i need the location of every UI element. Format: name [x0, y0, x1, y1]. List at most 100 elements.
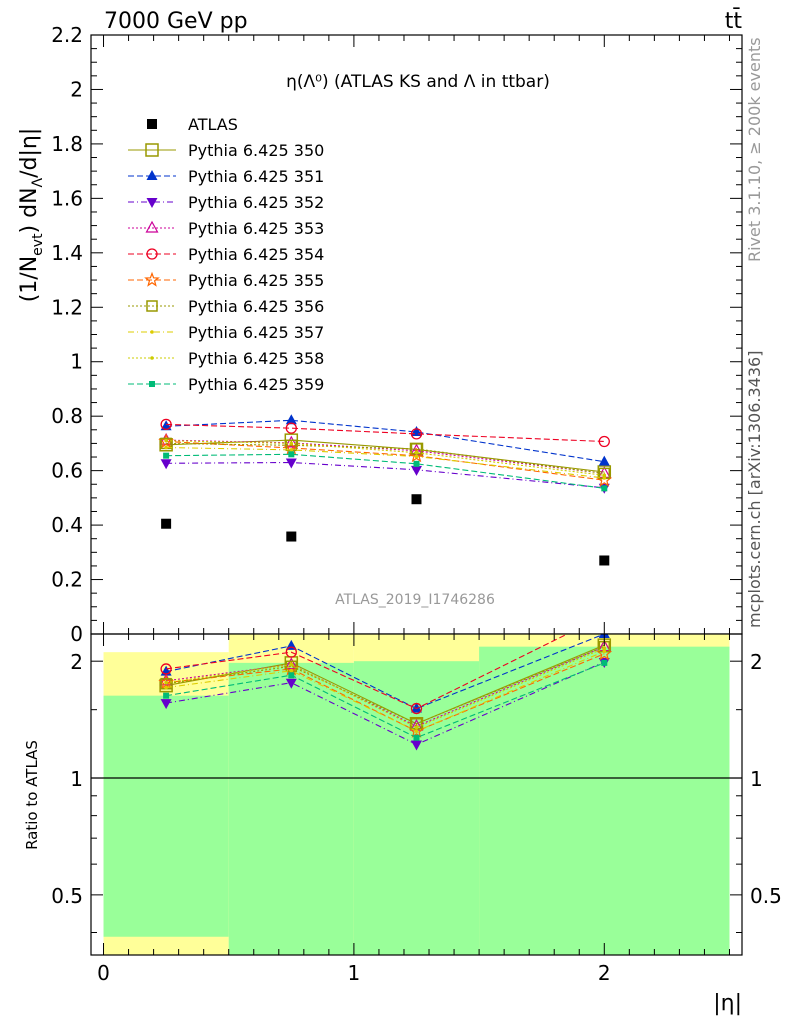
ratio-y-tick-label-right: 2: [750, 650, 763, 674]
legend-marker: [146, 300, 158, 312]
x-tick-label: 0: [97, 961, 110, 985]
ratio-point: [160, 663, 172, 675]
series-atlas: [161, 494, 610, 566]
ratio-point: [599, 611, 609, 621]
legend-entry: ATLAS: [147, 115, 238, 134]
data-point: [161, 518, 172, 529]
legend-label: ATLAS: [188, 115, 238, 134]
data-point: [602, 476, 607, 480]
legend-entry: Pythia 6.425 355: [128, 271, 324, 290]
ratio-point: [288, 672, 295, 679]
y-tick-label: 0: [70, 622, 83, 646]
series-line: [166, 446, 605, 479]
ratio-point: [285, 678, 297, 689]
ratio-y-tick-label: 0.5: [51, 884, 83, 908]
x-tick-label: 1: [348, 961, 361, 985]
series-359: [163, 451, 608, 492]
band-inner: [479, 646, 730, 955]
ratio-line: [165, 634, 605, 710]
data-point: [286, 531, 297, 542]
data-point: [413, 460, 420, 467]
ratio-line: [166, 646, 605, 725]
ratio-frame: [90, 633, 743, 956]
data-point: [602, 473, 607, 478]
data-point: [411, 465, 422, 476]
header-left: 7000 GeV pp: [104, 9, 248, 34]
legend-label: Pythia 6.425 352: [188, 193, 324, 212]
data-point: [289, 448, 294, 452]
ratio-point: [414, 725, 419, 730]
series-line: [166, 423, 605, 443]
series-351: [160, 414, 610, 466]
y-tick-label: 0.2: [51, 568, 83, 592]
ratio-series-357: [164, 649, 607, 734]
y-tick-label: 1.4: [51, 241, 83, 265]
ratio-point: [159, 678, 173, 693]
ratio-series-354: [160, 611, 609, 715]
band-inner: [103, 695, 229, 937]
ratio-point: [413, 734, 420, 741]
legend-marker: [146, 170, 158, 180]
data-point: [288, 451, 295, 458]
data-point: [163, 452, 170, 459]
legend-entry: Pythia 6.425 352: [128, 193, 324, 212]
series-358: [164, 438, 607, 478]
legend-marker: [146, 198, 158, 208]
legend-entry: Pythia 6.425 358: [128, 349, 324, 368]
band-inner: [228, 662, 354, 955]
legend-entry: Pythia 6.425 350: [128, 141, 324, 160]
legend-label: Pythia 6.425 356: [188, 297, 324, 316]
series-352: [160, 458, 610, 494]
data-point: [599, 555, 610, 566]
series-356: [160, 437, 611, 480]
y-tick-label: 0.4: [51, 513, 83, 537]
data-point: [289, 441, 294, 446]
ratio-point: [285, 646, 297, 658]
ratio-line: [166, 644, 605, 725]
ratio-point: [160, 699, 172, 710]
legend: ATLAS Pythia 6.425 350 Pythia 6.425 351 Pyt…: [128, 115, 324, 394]
legend-entry: Pythia 6.425 356: [128, 297, 324, 316]
y-tick-label: 0.8: [51, 404, 83, 428]
y-tick-label: 2: [70, 77, 83, 101]
ratio-panel: 0.5 0.5 1 1 2 2 0 1 2: [51, 611, 782, 985]
legend-marker: [146, 248, 158, 260]
header-right: tt̄: [725, 8, 743, 34]
data-point: [284, 433, 299, 447]
ratio-point: [164, 680, 168, 685]
legend-marker: [150, 356, 154, 360]
main-panel: 0 0.2 0.4 0.6 0.8 1 1.2 1.4 1.6 1.8 2 2.2: [51, 23, 743, 646]
data-point: [411, 494, 422, 505]
ratio-line: [166, 650, 605, 732]
data-point: [284, 435, 298, 448]
ratio-y-tick-label-right: 0.5: [750, 884, 782, 908]
legend-label: Pythia 6.425 354: [188, 245, 324, 264]
ratio-point: [411, 740, 422, 751]
y-tick-label: 2.2: [51, 23, 83, 47]
legend-label: Pythia 6.425 350: [188, 141, 324, 160]
series-line: [166, 419, 605, 463]
series-357: [164, 445, 607, 480]
data-point: [164, 438, 168, 443]
y-tick-label: 1.6: [51, 186, 83, 210]
legend-entry: Pythia 6.425 359: [128, 375, 324, 394]
legend-entry: Pythia 6.425 353: [128, 219, 324, 238]
series-line: [166, 440, 605, 476]
legend-label: Pythia 6.425 357: [188, 323, 324, 342]
ratio-line: [166, 634, 569, 710]
ratio-point: [602, 646, 607, 651]
ratio-y-tick-label: 1: [70, 767, 83, 791]
data-point: [285, 414, 297, 425]
ratio-point: [410, 702, 423, 715]
y-tick-label: 1.2: [51, 295, 83, 319]
legend-marker: [145, 220, 159, 233]
legend-marker: [149, 381, 155, 387]
legend-entry: Pythia 6.425 351: [128, 167, 324, 186]
ratio-line: [166, 662, 605, 739]
legend-marker: [144, 271, 160, 287]
rivet-label: Rivet 3.1.10, ≥ 200k events: [745, 37, 764, 262]
legend-label: Pythia 6.425 351: [188, 167, 324, 186]
data-point: [160, 459, 172, 470]
data-point: [601, 485, 608, 492]
legend-marker: [147, 119, 157, 129]
